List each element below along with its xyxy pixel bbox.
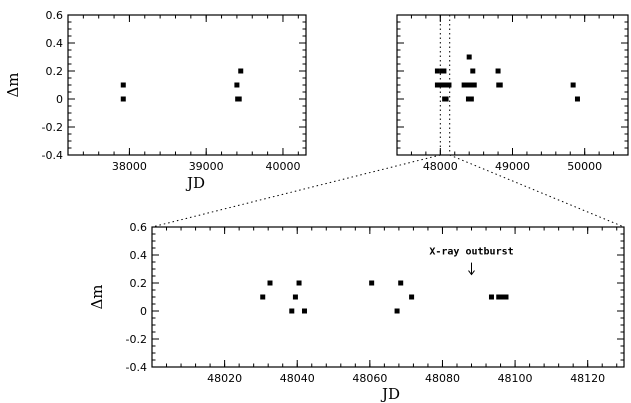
y-tick-label: -0.4 xyxy=(42,149,63,162)
y-tick-label: 0.2 xyxy=(46,65,64,78)
y-tick-label: 0 xyxy=(56,93,63,106)
y-axis-label: Δm xyxy=(4,72,22,97)
data-point xyxy=(468,96,474,102)
x-tick-label: 48100 xyxy=(498,372,533,385)
data-point xyxy=(267,280,273,286)
x-axis-label: JD xyxy=(185,174,205,192)
x-tick-label: 50000 xyxy=(567,160,602,173)
x-tick-label: 39000 xyxy=(189,160,224,173)
data-point xyxy=(301,308,307,314)
zoom-connector-left xyxy=(151,154,441,228)
y-tick-label: 0.6 xyxy=(46,9,64,22)
data-point xyxy=(467,82,473,88)
data-point xyxy=(292,294,298,300)
data-point xyxy=(471,82,477,88)
data-point xyxy=(234,82,240,88)
x-tick-label: 40000 xyxy=(265,160,300,173)
data-point xyxy=(503,294,509,300)
data-point xyxy=(120,96,126,102)
data-point xyxy=(120,82,126,88)
x-tick-label: 48060 xyxy=(352,372,387,385)
data-point xyxy=(394,308,400,314)
data-point xyxy=(499,294,505,300)
data-point xyxy=(434,68,440,74)
y-axis-label: Δm xyxy=(88,284,106,309)
x-tick-label: 49000 xyxy=(495,160,530,173)
plot-frame xyxy=(396,14,629,156)
data-point xyxy=(260,294,266,300)
x-tick-label: 48000 xyxy=(423,160,458,173)
y-tick-label: 0.6 xyxy=(130,221,148,234)
data-point xyxy=(570,82,576,88)
x-tick-label: 38000 xyxy=(112,160,147,173)
data-point xyxy=(465,96,471,102)
panel-top-right: 48000 49000 50000 xyxy=(396,14,629,173)
data-point xyxy=(238,68,244,74)
data-point xyxy=(495,68,501,74)
x-axis-label: JD xyxy=(380,385,400,403)
data-point xyxy=(434,82,440,88)
y-tick-label: -0.4 xyxy=(126,361,147,374)
data-point xyxy=(496,294,502,300)
panel-top-left: 38000 39000 40000 -0.4 -0.2 0 0.2 0.4 0.6 JD Δm xyxy=(4,9,307,192)
plot-frame xyxy=(151,226,625,368)
y-tick-label: -0.2 xyxy=(126,333,147,346)
y-tick-label: 0.4 xyxy=(46,37,64,50)
data-point xyxy=(369,280,375,286)
data-point xyxy=(289,308,295,314)
plot-frame xyxy=(67,14,307,156)
x-tick-label: 48040 xyxy=(280,372,315,385)
data-point xyxy=(488,294,494,300)
data-point xyxy=(441,68,447,74)
data-point xyxy=(463,82,469,88)
x-tick-label: 48020 xyxy=(207,372,242,385)
x-tick-label: 48080 xyxy=(425,372,460,385)
annotation-arrow-head xyxy=(468,270,475,276)
y-tick-label: 0.4 xyxy=(130,249,148,262)
y-tick-label: 0.2 xyxy=(130,277,148,290)
data-point xyxy=(296,280,302,286)
data-point xyxy=(446,82,452,88)
data-point xyxy=(443,96,449,102)
data-point xyxy=(497,82,503,88)
data-point xyxy=(574,96,580,102)
x-tick-label: 48120 xyxy=(570,372,605,385)
data-point xyxy=(437,82,443,88)
data-point xyxy=(398,280,404,286)
data-point xyxy=(466,54,472,60)
panel-bottom: 48020 48040 48060 48080 48100 48120 -0.4 -0.2 0 0… xyxy=(88,221,625,403)
zoom-connector-lines xyxy=(151,154,625,228)
y-tick-label: -0.2 xyxy=(42,121,63,134)
data-point xyxy=(409,294,415,300)
data-point xyxy=(236,96,242,102)
x-ray-outburst-annotation: X-ray outburst xyxy=(429,247,513,258)
data-point xyxy=(470,68,476,74)
y-tick-label: 0 xyxy=(140,305,147,318)
